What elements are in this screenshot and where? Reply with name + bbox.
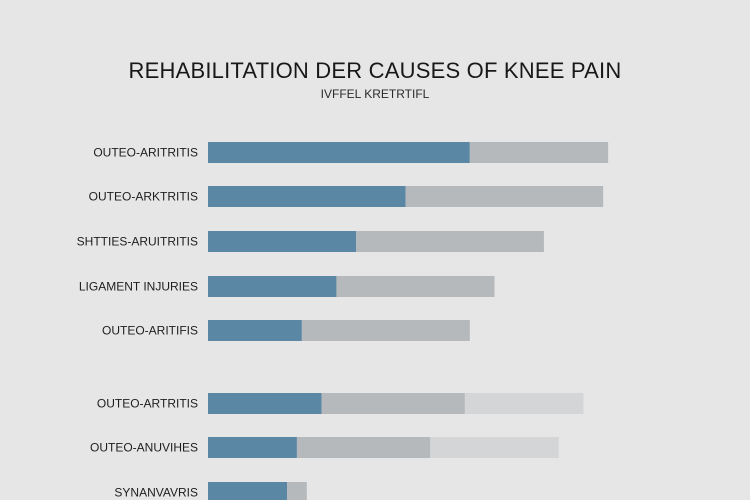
bar-segment-1 (208, 482, 288, 500)
category-label: OUTEO-ANUVIHES (90, 441, 198, 455)
category-label: SYNANVAVRIS (114, 486, 198, 500)
bar-segment-2 (296, 437, 431, 458)
bar-segment-2 (336, 276, 495, 297)
bar-segment-2 (321, 393, 465, 414)
bar-segment-1 (208, 231, 357, 252)
category-label: OUTEO-ARITIFIS (102, 324, 198, 338)
bar-segment-2 (287, 482, 307, 500)
bar-segment-2 (301, 320, 470, 341)
bar-segment-1 (208, 437, 297, 458)
bar-segment-1 (208, 276, 337, 297)
bar-segment-2 (405, 186, 604, 207)
bar-segment-1 (208, 320, 302, 341)
bar-segment-2 (469, 142, 609, 163)
chart-subtitle: IVFFEL KRETRTIFL (320, 87, 430, 101)
bar-segment-3 (430, 437, 559, 458)
bar-segment-1 (208, 142, 470, 163)
bar-segment-3 (464, 393, 584, 414)
category-label: OUTEO-ARITRITIS (93, 146, 198, 160)
category-label: OUTEO-ARTRITIS (97, 397, 198, 411)
bar-segment-2 (356, 231, 544, 252)
category-label: SHTTIES-ARUITRITIS (77, 235, 198, 249)
bar-segment-1 (208, 393, 322, 414)
bar-segment-1 (208, 186, 406, 207)
category-label: LIGAMENT INJURIES (79, 280, 198, 294)
category-label: OUTEO-ARKTRITIS (89, 190, 198, 204)
chart-title: REHABILITATION DER CAUSES OF KNEE PAIN (128, 58, 622, 83)
